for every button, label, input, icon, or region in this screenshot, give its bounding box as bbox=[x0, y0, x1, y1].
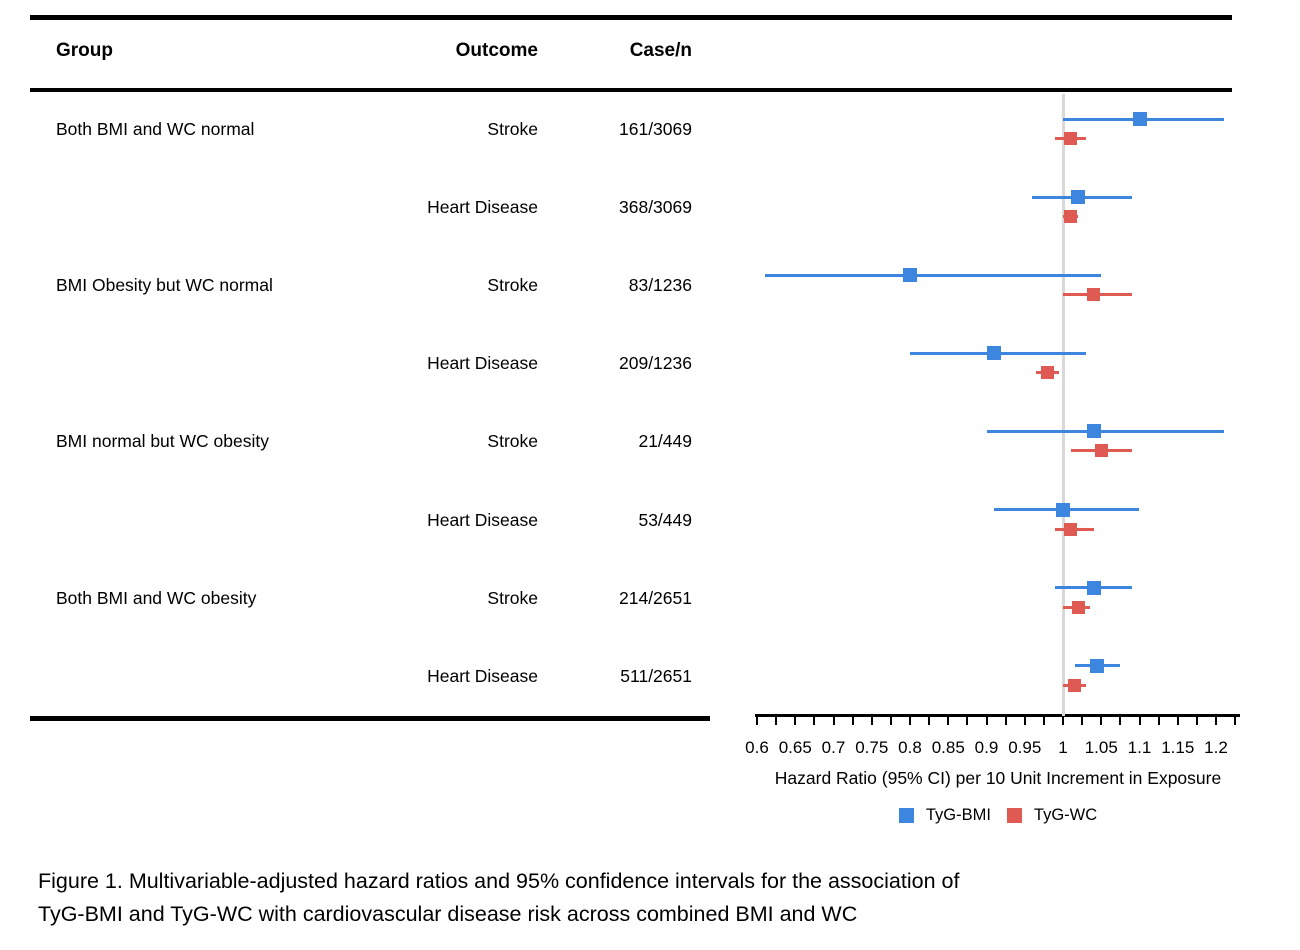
row-case-n-value: 21/449 bbox=[638, 431, 692, 452]
figure-caption-line1: Figure 1. Multivariable-adjusted hazard … bbox=[38, 869, 960, 893]
x-axis-tick bbox=[1157, 716, 1160, 725]
row-case-n-value: 161/3069 bbox=[619, 119, 692, 139]
tyg-bmi-swatch-icon bbox=[898, 808, 914, 823]
tyg-bmi-marker bbox=[903, 268, 917, 283]
legend-item: TyG-WC bbox=[1006, 806, 1098, 825]
x-tick-label: 0.85 bbox=[931, 738, 965, 757]
tyg-bmi-marker bbox=[987, 346, 1002, 361]
x-tick-label: 0.65 bbox=[778, 738, 812, 757]
x-axis-tick bbox=[966, 716, 969, 725]
row-outcome-label: Heart Disease bbox=[427, 197, 538, 218]
tyg-bmi-marker bbox=[1089, 658, 1104, 673]
row-group-label: BMI normal but WC obesity bbox=[56, 431, 269, 452]
row-case-n-value: 368/3069 bbox=[619, 197, 692, 218]
x-axis-tick bbox=[947, 716, 950, 725]
x-axis-tick bbox=[851, 716, 854, 725]
x-axis-tick bbox=[1081, 716, 1084, 725]
row-case-n-value: 214/2651 bbox=[619, 587, 692, 608]
x-axis-tick bbox=[756, 716, 758, 725]
tyg-wc-marker bbox=[1064, 210, 1078, 224]
column-header-group: Group bbox=[56, 40, 113, 61]
row-outcome-label: Stroke bbox=[487, 275, 538, 296]
top-rule bbox=[30, 15, 1232, 20]
x-axis-tick bbox=[1234, 716, 1237, 725]
tyg-bmi-marker bbox=[1086, 580, 1101, 595]
x-tick-label: 0.7 bbox=[821, 738, 846, 757]
legend-label: TyG-WC bbox=[1033, 806, 1098, 824]
x-axis-tick bbox=[928, 716, 931, 725]
x-axis-tick bbox=[889, 716, 892, 725]
row-case-n-value: 209/1236 bbox=[619, 353, 692, 374]
x-tick-label: 0.95 bbox=[1008, 738, 1042, 757]
x-axis-tick bbox=[1042, 716, 1045, 725]
x-axis-line bbox=[755, 714, 1240, 717]
row-group-label: Both BMI and WC normal bbox=[56, 119, 255, 139]
x-tick-label: 0.75 bbox=[855, 738, 889, 757]
tyg-wc-marker bbox=[1087, 288, 1101, 302]
x-axis-tick bbox=[1138, 716, 1141, 725]
x-axis-tick bbox=[1100, 716, 1103, 725]
row-outcome-label: Stroke bbox=[487, 119, 538, 139]
row-group-label: Both BMI and WC obesity bbox=[56, 587, 257, 608]
x-tick-label: 1 bbox=[1058, 738, 1068, 757]
header-rule bbox=[30, 88, 1232, 92]
bottom-rule bbox=[30, 716, 710, 721]
x-axis-tick bbox=[909, 716, 911, 725]
row-outcome-label: Stroke bbox=[487, 431, 538, 452]
column-header-case-n: Case/n bbox=[629, 40, 692, 61]
row-outcome-label: Heart Disease bbox=[427, 665, 538, 686]
x-axis-tick bbox=[1215, 716, 1217, 725]
figure-caption-line2: TyG-BMI and TyG-WC with cardiovascular d… bbox=[38, 902, 858, 926]
legend-item: TyG-BMI bbox=[898, 806, 991, 825]
x-tick-label: 1.1 bbox=[1127, 738, 1152, 757]
x-tick-label: 0.6 bbox=[745, 738, 769, 757]
tyg-bmi-ci-line bbox=[764, 273, 1102, 277]
tyg-bmi-marker bbox=[1086, 424, 1101, 439]
legend: TyG-BMI TyG-WC bbox=[738, 806, 1258, 825]
tyg-wc-marker bbox=[1071, 600, 1085, 614]
x-axis-tick bbox=[775, 716, 778, 725]
tyg-bmi-marker bbox=[1132, 112, 1147, 126]
tyg-bmi-marker bbox=[1071, 190, 1086, 205]
x-axis-tick bbox=[1023, 716, 1026, 725]
legend-label: TyG-BMI bbox=[925, 806, 991, 824]
column-header-outcome: Outcome bbox=[455, 40, 538, 61]
x-tick-label: 1.2 bbox=[1204, 738, 1228, 757]
x-axis-tick bbox=[1062, 716, 1064, 725]
row-case-n-value: 83/1236 bbox=[628, 275, 692, 296]
x-axis-label: Hazard Ratio (95% CI) per 10 Unit Increm… bbox=[774, 768, 1222, 788]
tyg-wc-marker bbox=[1094, 444, 1108, 458]
reference-line bbox=[1061, 94, 1065, 716]
row-outcome-label: Heart Disease bbox=[427, 509, 538, 530]
tyg-wc-swatch-icon bbox=[1006, 808, 1022, 823]
x-tick-label: 1.15 bbox=[1161, 738, 1195, 757]
x-axis-tick bbox=[1176, 716, 1179, 725]
tyg-wc-marker bbox=[1041, 366, 1055, 380]
row-case-n-value: 511/2651 bbox=[620, 665, 692, 686]
x-axis-tick bbox=[1195, 716, 1198, 725]
tyg-wc-marker bbox=[1064, 522, 1078, 536]
row-group-label: BMI Obesity but WC normal bbox=[56, 275, 273, 296]
x-axis-tick bbox=[985, 716, 988, 725]
x-axis-tick bbox=[813, 716, 816, 725]
x-tick-label: 0.8 bbox=[898, 738, 922, 757]
tyg-bmi-ci-line bbox=[986, 429, 1224, 433]
tyg-wc-marker bbox=[1064, 132, 1078, 145]
x-axis-tick bbox=[1119, 716, 1122, 725]
row-outcome-label: Heart Disease bbox=[427, 353, 538, 374]
x-axis-tick bbox=[870, 716, 873, 725]
x-axis-tick bbox=[794, 716, 797, 725]
x-axis-tick bbox=[1004, 716, 1007, 725]
x-tick-label: 0.9 bbox=[974, 738, 999, 757]
tyg-bmi-marker bbox=[1056, 502, 1070, 517]
row-case-n-value: 53/449 bbox=[638, 509, 692, 530]
x-tick-label: 1.05 bbox=[1084, 738, 1118, 757]
x-axis-tick bbox=[832, 716, 835, 725]
row-outcome-label: Stroke bbox=[487, 587, 538, 608]
tyg-wc-marker bbox=[1067, 678, 1081, 692]
